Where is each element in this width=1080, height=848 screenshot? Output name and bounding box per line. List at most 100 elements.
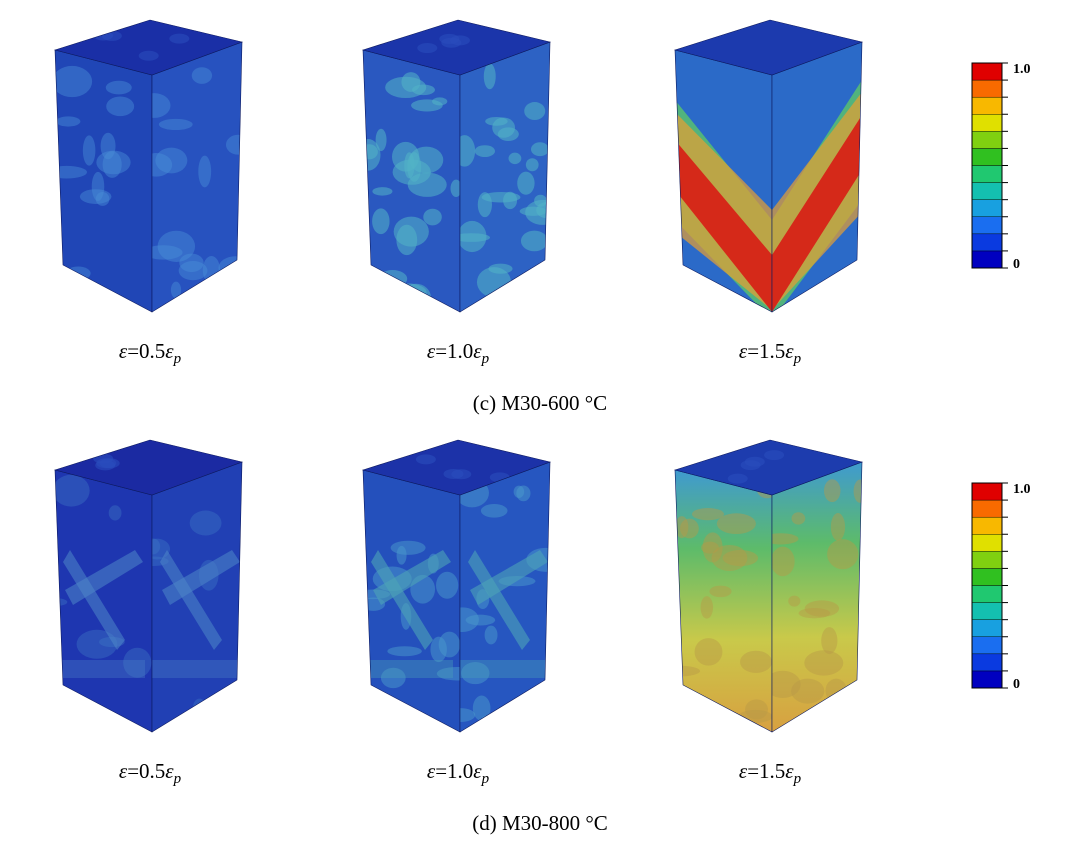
damage-patch: [400, 283, 432, 312]
damage-patch: [96, 150, 131, 175]
damage-patch: [727, 473, 748, 484]
strain-symbol: ε: [473, 759, 482, 783]
strain-ratio: =1.0: [435, 339, 473, 363]
face-top: [363, 440, 550, 495]
damage-patch: [764, 450, 785, 461]
damage-patch: [372, 208, 390, 235]
damage-patch: [436, 571, 459, 599]
colorbar-band: [971, 499, 1003, 518]
damage-patch: [396, 545, 407, 565]
damage-patch: [709, 585, 732, 598]
strain-subscript: p: [481, 351, 490, 367]
damage-patch: [105, 80, 132, 95]
damage-patch: [740, 460, 761, 471]
damage-patch: [451, 469, 472, 480]
damage-patch: [788, 595, 801, 607]
contour: [460, 63, 550, 304]
damage-patch: [449, 35, 470, 46]
damage-band: [152, 660, 242, 678]
strain-symbol: ε: [165, 339, 174, 363]
strain-symbol: ε: [119, 759, 128, 783]
damage-patch: [375, 128, 387, 152]
face-left: [363, 470, 460, 732]
specimen: [673, 19, 864, 313]
strain-ratio: =0.5: [127, 759, 165, 783]
colorbar-band: [971, 602, 1003, 620]
damage-patch: [106, 96, 135, 117]
colorbar-label: 1.0: [1013, 62, 1031, 77]
damage-patch: [530, 142, 549, 157]
colorbar-band: [971, 653, 1003, 672]
damage-patch: [225, 134, 242, 155]
colorbar-band: [971, 96, 1003, 115]
damage-patch: [830, 513, 846, 541]
colorbar-band: [971, 148, 1003, 166]
contour: [460, 478, 550, 724]
damage-patch: [372, 187, 393, 196]
damage-patch: [423, 208, 442, 226]
strain-subscript: p: [481, 771, 490, 787]
damage-patch: [821, 627, 838, 655]
damage-patch: [772, 533, 799, 545]
damage-patch: [123, 647, 152, 678]
damage-patch: [378, 270, 408, 288]
damage-band: [675, 140, 772, 312]
damage-patch: [461, 661, 490, 685]
damage-patch: [798, 608, 831, 619]
contour: [675, 482, 772, 723]
damage-patch: [417, 43, 438, 54]
colorbar-band: [971, 131, 1003, 149]
damage-patch: [102, 151, 122, 178]
damage-patch: [390, 540, 426, 555]
damage-patch: [694, 638, 723, 666]
damage-patch: [804, 600, 840, 617]
specimen: [53, 439, 244, 733]
specimen: [361, 19, 552, 313]
colorbar-band: [971, 79, 1003, 98]
damage-patch: [59, 289, 84, 304]
damage-patch: [701, 541, 719, 554]
contour: [675, 100, 772, 312]
strain-label: ε=1.0εp: [427, 759, 490, 787]
contour: [55, 474, 152, 678]
damage-patch: [711, 544, 748, 571]
damage-patch: [474, 145, 495, 158]
damage-patch: [108, 505, 122, 521]
damage-patch: [791, 512, 806, 525]
damage-patch: [202, 256, 221, 284]
damage-patch: [460, 708, 476, 723]
damage-patch: [198, 155, 212, 188]
damage-patch: [827, 539, 859, 570]
colorbar-band: [971, 165, 1003, 183]
damage-patch: [675, 516, 689, 539]
damage-patch: [484, 625, 498, 645]
damage-patch: [169, 33, 190, 44]
damage-patch: [178, 261, 208, 281]
strain-symbol: ε: [785, 339, 794, 363]
damage-patch: [100, 132, 116, 160]
damage-patch: [152, 538, 171, 560]
colorbar-label: 1.0: [1013, 482, 1031, 497]
face-left: [675, 470, 772, 732]
colorbar-label: 0: [1013, 257, 1020, 272]
damage-patch: [387, 646, 422, 657]
strain-label: ε=0.5εp: [119, 339, 182, 367]
colorbar-band: [971, 585, 1003, 603]
strain-label: ε=1.5εp: [739, 759, 802, 787]
colorbar-band: [971, 250, 1003, 269]
damage-patch: [516, 485, 531, 502]
colorbar-band: [971, 482, 1003, 501]
damage-patch: [483, 63, 496, 90]
damage-band: [160, 550, 222, 650]
colorbar-label: 0: [1013, 677, 1020, 692]
damage-patch: [823, 479, 841, 503]
strain-symbol: ε: [427, 759, 436, 783]
contour: [152, 67, 242, 299]
damage-patch: [95, 192, 110, 206]
damage-patch: [508, 152, 522, 165]
damage-patch: [55, 116, 81, 127]
damage-patch: [520, 230, 548, 252]
damage-patch: [385, 76, 427, 99]
damage-patch: [480, 503, 508, 518]
specimen: [361, 439, 552, 733]
